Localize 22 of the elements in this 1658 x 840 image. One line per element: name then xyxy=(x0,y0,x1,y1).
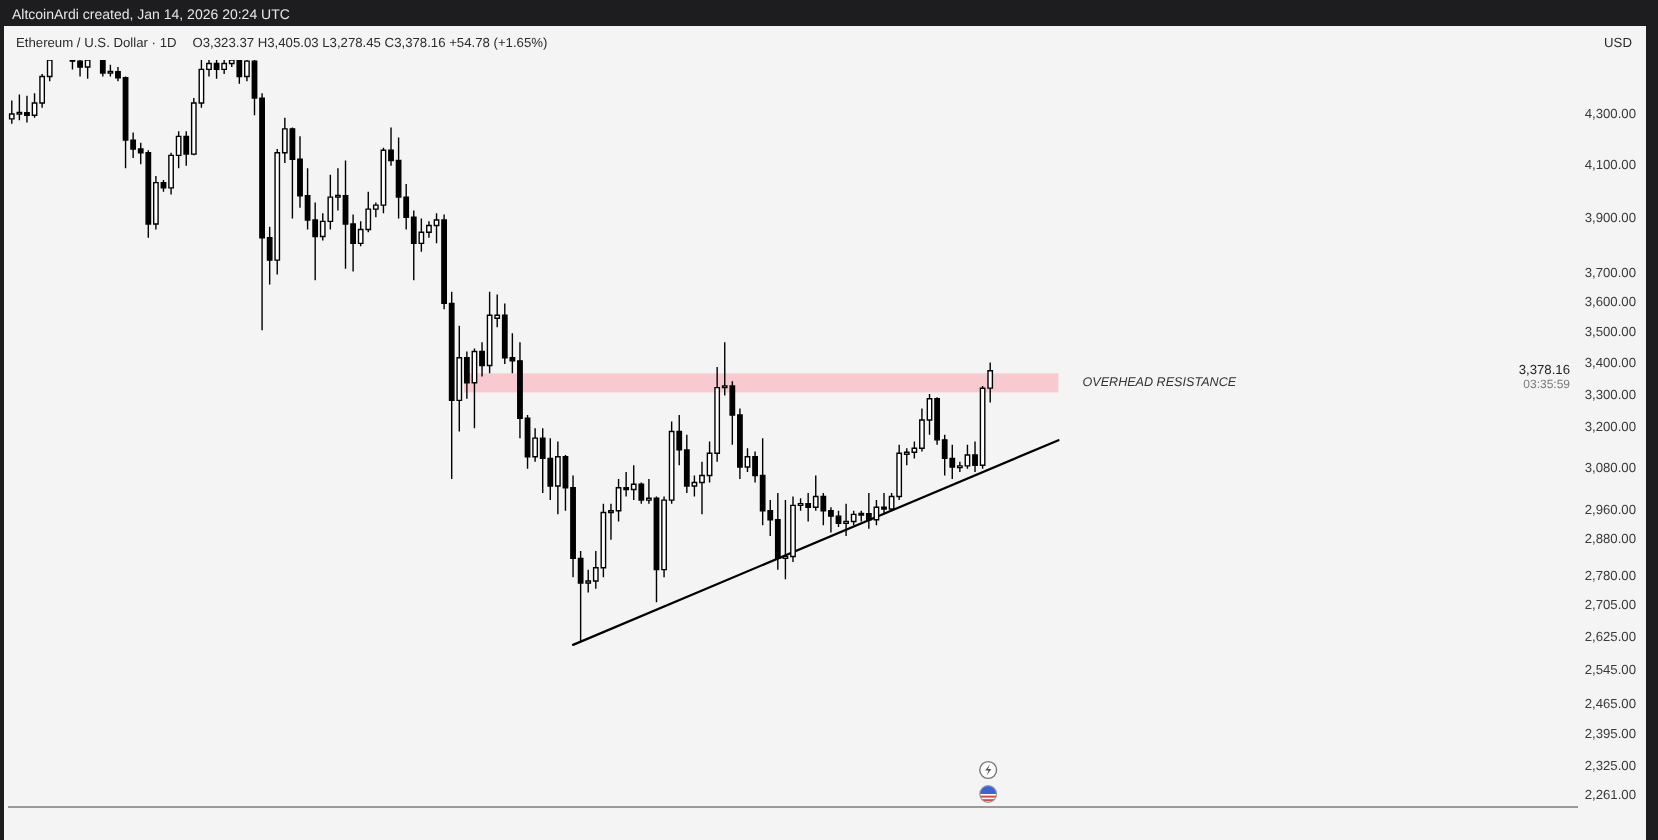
candlestick xyxy=(554,440,561,516)
candlestick xyxy=(774,492,781,571)
candlestick xyxy=(289,126,296,220)
candlestick xyxy=(99,60,106,78)
candlestick xyxy=(501,302,508,365)
candlestick xyxy=(873,499,880,526)
candlestick xyxy=(539,427,546,494)
candlestick xyxy=(213,60,220,80)
candlestick xyxy=(843,502,849,537)
candlestick xyxy=(471,347,478,429)
candlestick xyxy=(145,149,152,239)
candlestick xyxy=(486,291,493,375)
candlestick xyxy=(964,444,971,470)
candlestick xyxy=(342,159,349,270)
candlestick xyxy=(835,510,842,528)
candlestick xyxy=(630,464,637,501)
candlestick xyxy=(24,94,30,124)
candlestick xyxy=(236,60,243,85)
candlestick xyxy=(16,93,23,121)
candlestick xyxy=(865,492,872,530)
candlestick xyxy=(782,499,789,580)
candlestick xyxy=(77,60,83,78)
